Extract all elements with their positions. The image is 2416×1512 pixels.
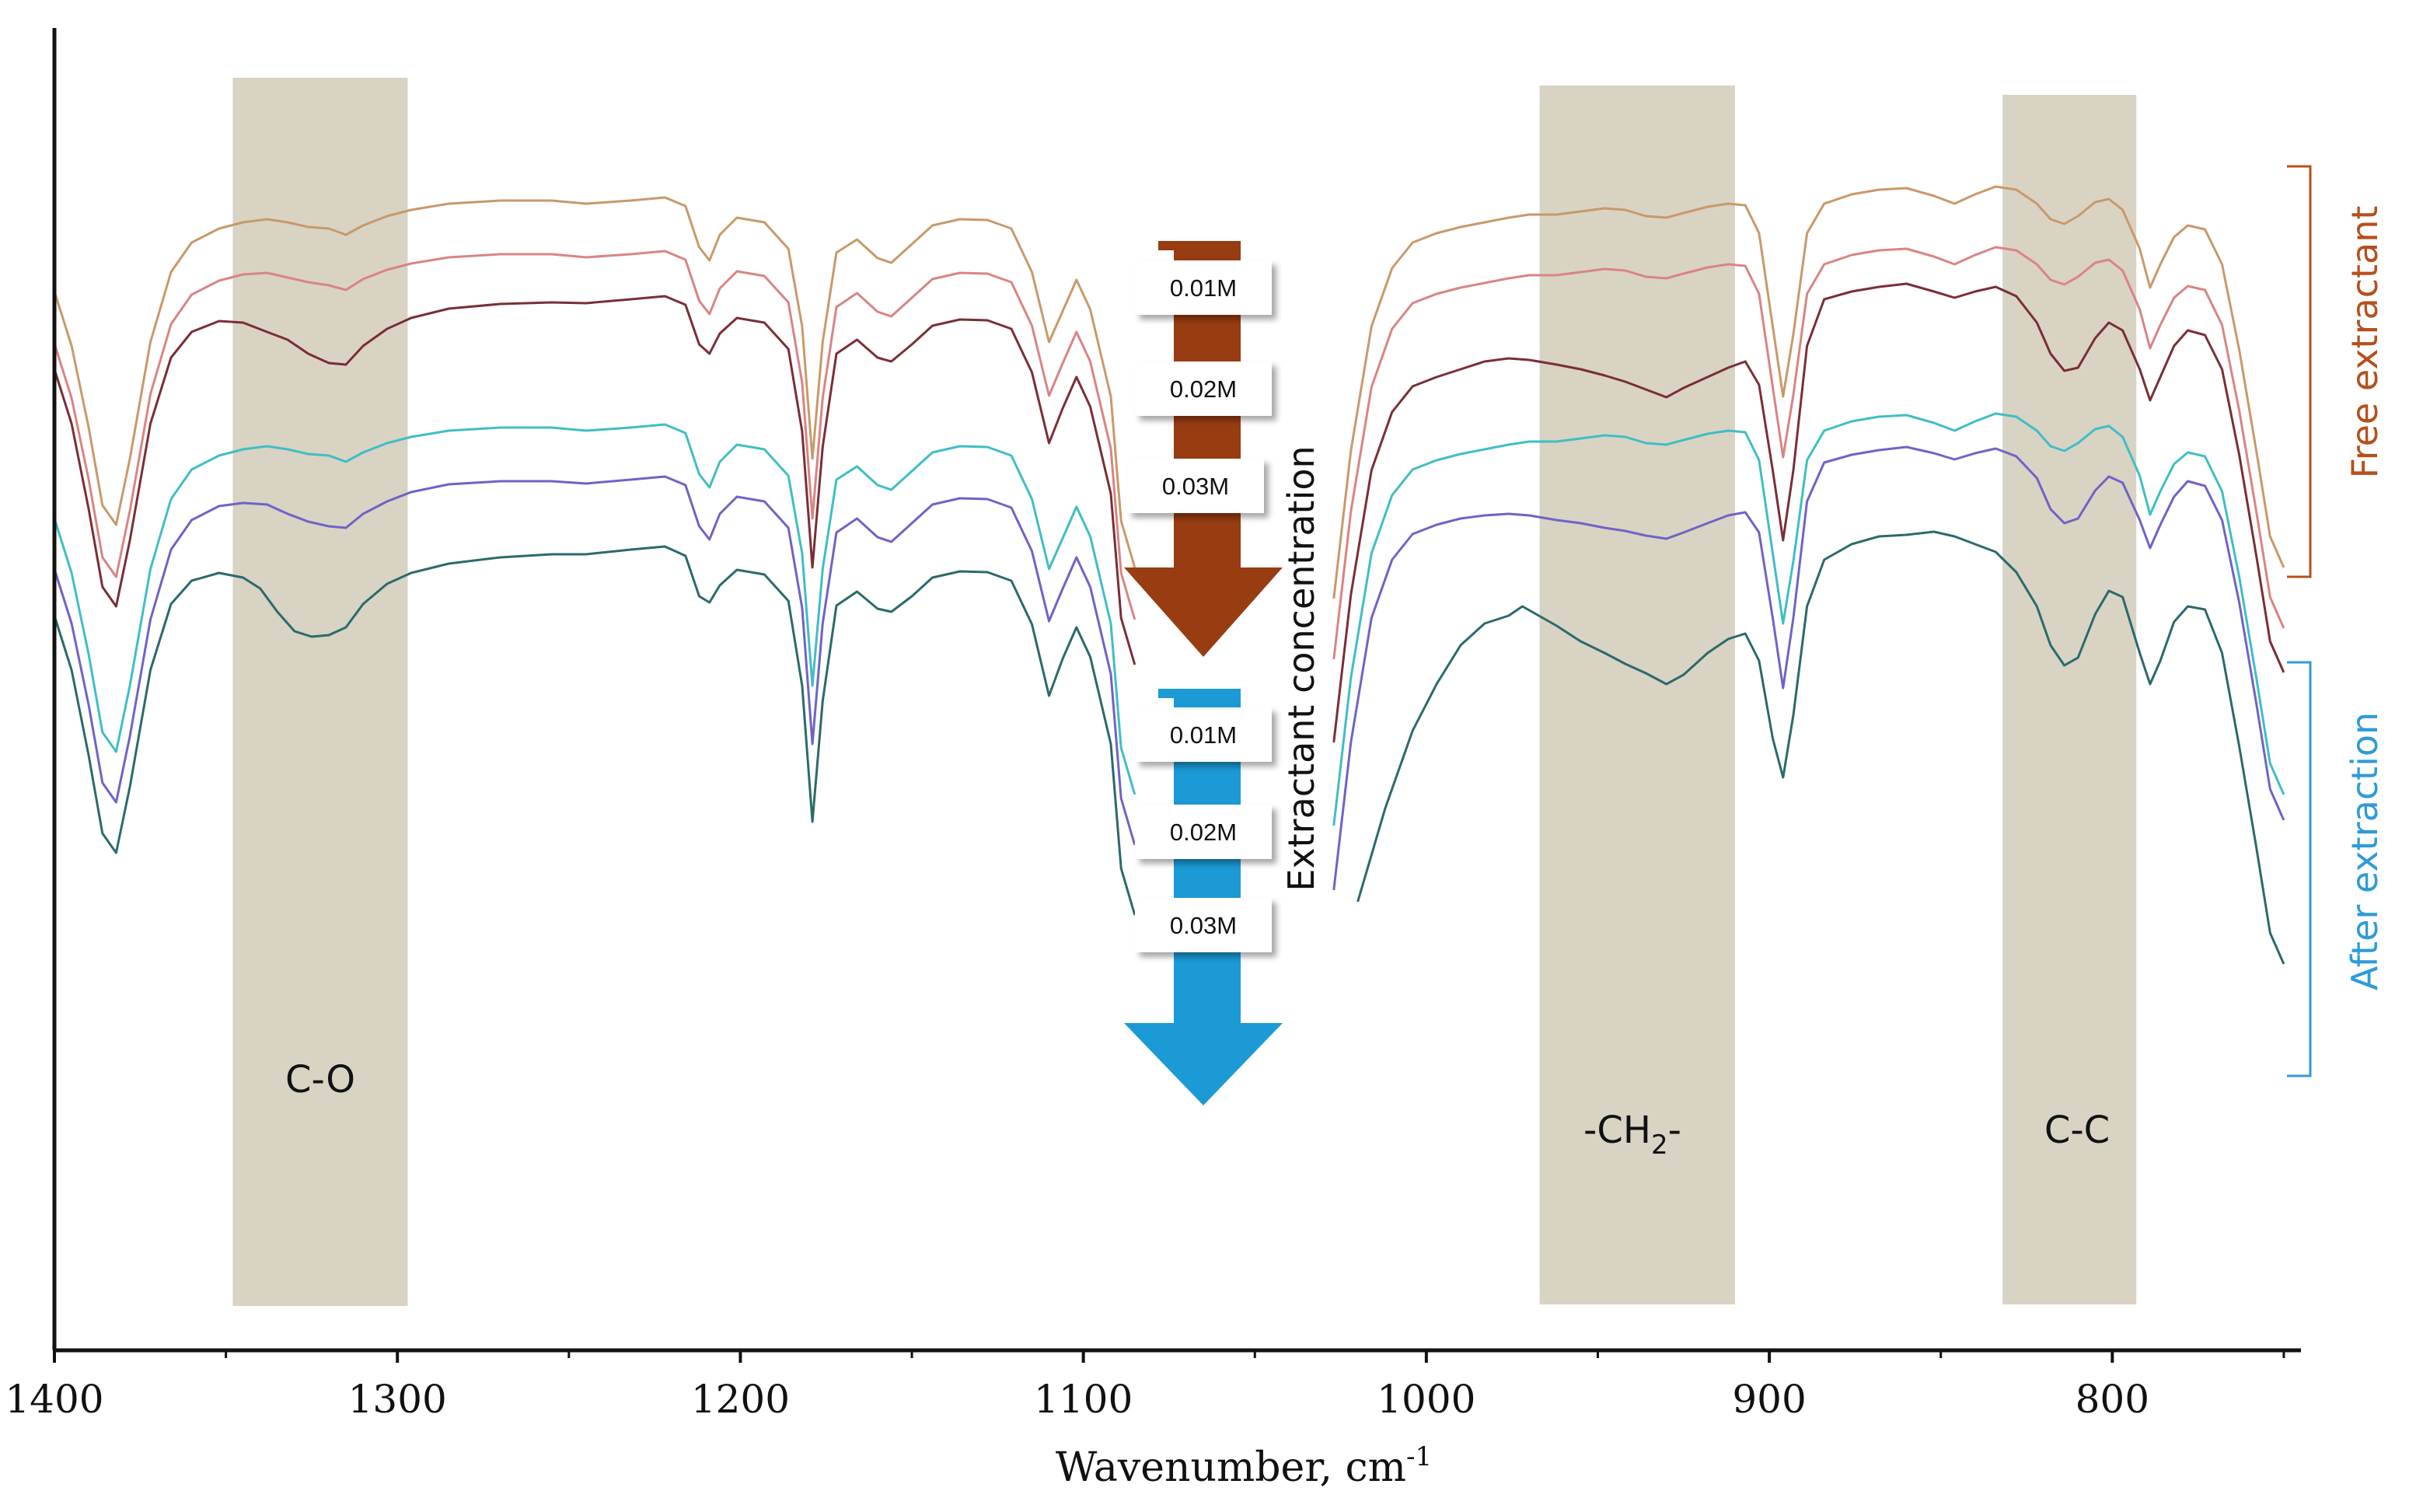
series-free-0.03M-r bbox=[1332, 282, 2285, 743]
band-highlights bbox=[232, 78, 2137, 1306]
spectra-series bbox=[53, 185, 2285, 965]
series-free-0.01M-r bbox=[1332, 185, 2285, 599]
after-conc-label-3: 0.03M bbox=[1135, 898, 1272, 952]
svg-text:0.01M: 0.01M bbox=[1170, 721, 1237, 749]
after-arrow-cap bbox=[1158, 689, 1241, 698]
series-free-0.02M-r bbox=[1332, 246, 2285, 660]
x-tick-label-900: 900 bbox=[1732, 1377, 1806, 1422]
svg-text:0.01M: 0.01M bbox=[1170, 274, 1237, 302]
free-conc-label-2: 0.02M bbox=[1135, 361, 1272, 416]
band-ch2 bbox=[1539, 86, 1735, 1304]
x-axis-ticks: 1400 1300 1200 1100 1000 900 800 bbox=[5, 1350, 2285, 1422]
free-conc-label-3: 0.03M bbox=[1127, 459, 1264, 513]
series-free-0.02M bbox=[53, 250, 1136, 620]
series-after-0.02M-r bbox=[1332, 445, 2285, 891]
after-conc-label-1: 0.01M bbox=[1135, 707, 1272, 762]
x-tick-label-1200: 1200 bbox=[691, 1377, 790, 1422]
svg-text:0.03M: 0.03M bbox=[1170, 912, 1237, 939]
free-extractant-label: Free extractant bbox=[2344, 206, 2386, 479]
after-extraction-bracket bbox=[2287, 661, 2312, 1077]
series-after-0.03M bbox=[53, 545, 1136, 916]
band-label-ch2: -CH2- bbox=[1583, 1109, 1681, 1161]
svg-text:0.02M: 0.02M bbox=[1170, 375, 1237, 403]
x-tick-label-1400: 1400 bbox=[5, 1377, 103, 1422]
series-free-0.03M bbox=[53, 295, 1136, 665]
series-after-0.01M-r bbox=[1332, 412, 2285, 826]
x-tick-label-800: 800 bbox=[2076, 1377, 2149, 1422]
free-extractant-bracket bbox=[2287, 165, 2312, 578]
x-tick-label-1100: 1100 bbox=[1034, 1377, 1133, 1422]
svg-text:0.02M: 0.02M bbox=[1170, 819, 1237, 846]
after-arrow-head bbox=[1124, 1023, 1283, 1105]
after-extraction-label: After extraction bbox=[2344, 712, 2386, 990]
after-conc-label-2: 0.02M bbox=[1135, 805, 1272, 859]
band-label-c-c: C-C bbox=[2044, 1109, 2110, 1152]
svg-text:0.03M: 0.03M bbox=[1162, 473, 1229, 500]
band-c-c bbox=[2002, 95, 2137, 1304]
series-free-0.01M bbox=[53, 196, 1136, 568]
series-after-0.01M bbox=[53, 423, 1136, 795]
series-after-0.03M-r bbox=[1356, 530, 2285, 965]
free-conc-label-1: 0.01M bbox=[1135, 260, 1272, 315]
free-arrow-cap bbox=[1158, 241, 1241, 250]
series-after-0.02M bbox=[53, 475, 1136, 846]
band-c-o bbox=[232, 78, 408, 1306]
x-tick-label-1300: 1300 bbox=[348, 1377, 447, 1422]
x-axis-title: Wavenumber, cm-1 bbox=[1056, 1441, 1432, 1491]
band-label-c-o: C-O bbox=[285, 1058, 355, 1102]
free-arrow-head bbox=[1124, 567, 1283, 657]
x-tick-label-1000: 1000 bbox=[1377, 1377, 1475, 1422]
arrow-title: Extractant concentration bbox=[1280, 445, 1322, 891]
